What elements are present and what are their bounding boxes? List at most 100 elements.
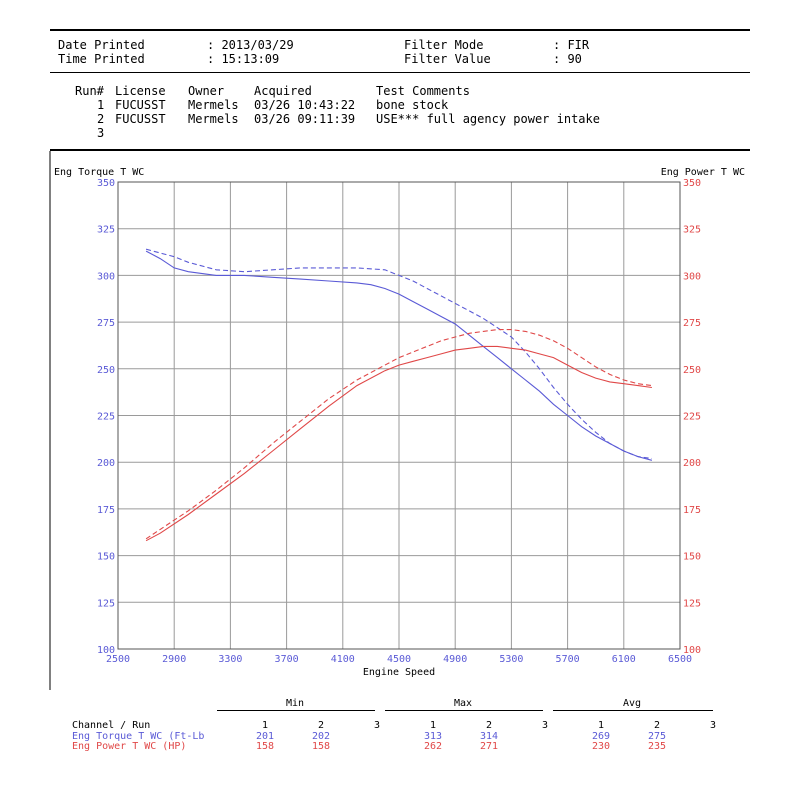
stats-group-line: [217, 710, 375, 711]
run-number: 3: [97, 126, 105, 140]
right-tick-label: 300: [683, 271, 701, 282]
x-tick-label: 2900: [162, 654, 186, 665]
torque-series-run1: [145, 250, 653, 461]
x-tick-label: 5700: [556, 654, 580, 665]
stats-run-label: 1: [261, 720, 269, 731]
right-axis-label: Eng Power T WC: [661, 167, 745, 178]
filter-value-label: Filter Value: [404, 52, 491, 66]
power-series-run1: [145, 345, 652, 542]
right-tick-label: 275: [683, 318, 701, 329]
stats-run-label: 1: [429, 720, 437, 731]
run-acquired: 03/26 10:43:22: [254, 98, 356, 112]
right-tick-label: 225: [683, 412, 701, 423]
x-tick-label: 6500: [668, 654, 692, 665]
torque-series-run2: [145, 248, 652, 460]
stats-value-min: 202: [311, 731, 331, 742]
grid: [118, 182, 680, 649]
stats-run-label: 3: [709, 720, 717, 731]
left-tick-label: 325: [97, 225, 115, 236]
right-tick-label: 200: [683, 458, 701, 469]
series-lines: [145, 248, 653, 542]
left-tick-label: 150: [97, 552, 115, 563]
stats-value-max: 314: [479, 731, 499, 742]
run-comment: USE*** full agency power intake: [376, 112, 600, 126]
left-axis-label: Eng Torque T WC: [54, 167, 144, 178]
stats-value-min: 158: [311, 741, 331, 752]
left-tick-label: 175: [97, 505, 115, 516]
stats-group-avg: Avg: [623, 698, 642, 709]
right-tick-label: 175: [683, 505, 701, 516]
run-license: FUCUSST: [115, 98, 166, 112]
runs-col-owner: Owner: [188, 84, 225, 98]
run-number: 2: [97, 112, 105, 126]
x-tick-label: 4100: [331, 654, 355, 665]
left-tick-label: 250: [97, 365, 115, 376]
date-value: : 2013/03/29: [207, 38, 294, 52]
runs-divider: [50, 149, 750, 151]
top-rule: [50, 29, 750, 31]
stats-value-max: 262: [423, 741, 443, 752]
right-tick-label: 325: [683, 225, 701, 236]
header-divider: [50, 72, 750, 73]
runs-col-license: License: [115, 84, 166, 98]
right-tick-label: 125: [683, 598, 701, 609]
left-tick-label: 275: [97, 318, 115, 329]
time-value: : 15:13:09: [207, 52, 280, 66]
right-tick-label: 150: [683, 552, 701, 563]
left-tick-label: 200: [97, 458, 115, 469]
stats-value-min: 201: [255, 731, 275, 742]
stats-channel-label: Eng Power T WC (HP): [72, 741, 187, 752]
left-tick-label: 100: [97, 645, 115, 656]
runs-col-run: Run#: [75, 84, 104, 98]
right-tick-label: 250: [683, 365, 701, 376]
x-tick-label: 4500: [387, 654, 411, 665]
runs-col-acquired: Acquired: [254, 84, 312, 98]
stats-run-label: 3: [541, 720, 549, 731]
x-tick-label: 2500: [106, 654, 130, 665]
run-comment: bone stock: [376, 98, 449, 112]
filter-mode-value: : FIR: [553, 38, 590, 52]
left-tick-label: 300: [97, 271, 115, 282]
stats-value-avg: 235: [647, 741, 667, 752]
stats-value-avg: 269: [591, 731, 611, 742]
right-tick-label: 350: [683, 178, 701, 189]
plot-frame: [117, 181, 681, 650]
stats-channel-label: Eng Torque T WC (Ft-Lb: [72, 731, 205, 742]
stats-value-avg: 230: [591, 741, 611, 752]
right-tick-label: 100: [683, 645, 701, 656]
runs-col-comments: Test Comments: [376, 84, 470, 98]
x-tick-label: 5300: [499, 654, 523, 665]
stats-group-line: [385, 710, 543, 711]
filter-value-value: : 90: [553, 52, 582, 66]
left-tick-label: 225: [97, 412, 115, 423]
stats-value-avg: 275: [647, 731, 667, 742]
x-tick-label: 3300: [218, 654, 242, 665]
stats-group-min: Min: [286, 698, 305, 709]
run-license: FUCUSST: [115, 112, 166, 126]
stats-channel-header: Channel / Run: [72, 720, 151, 731]
stats-run-label: 3: [373, 720, 381, 731]
stats-run-label: 2: [653, 720, 661, 731]
x-axis-label: Engine Speed: [363, 667, 435, 678]
run-number: 1: [97, 98, 105, 112]
left-tick-label: 350: [97, 178, 115, 189]
stats-run-label: 2: [317, 720, 325, 731]
run-acquired: 03/26 09:11:39: [254, 112, 356, 126]
stats-group-line: [553, 710, 713, 711]
stats-group-max: Max: [454, 698, 473, 709]
power-series-run2: [145, 329, 652, 540]
left-tick-label: 125: [97, 598, 115, 609]
stats-value-min: 158: [255, 741, 275, 752]
stats-run-label: 1: [597, 720, 605, 731]
x-tick-label: 6100: [612, 654, 636, 665]
stats-value-max: 271: [479, 741, 499, 752]
date-label: Date Printed: [58, 38, 145, 52]
x-tick-label: 3700: [275, 654, 299, 665]
dyno-chart: Eng Torque T WC Eng Power T WC 2500 2900 3…: [49, 151, 745, 690]
filter-mode-label: Filter Mode: [404, 38, 484, 52]
axis-ticks: 2500 2900 3300 3700 4100 4500 4900 5300 5700 6100…: [97, 178, 701, 665]
run-owner: Mermels: [188, 98, 239, 112]
time-label: Time Printed: [58, 52, 145, 66]
stats-run-label: 2: [485, 720, 493, 731]
stats-value-max: 313: [423, 731, 443, 742]
